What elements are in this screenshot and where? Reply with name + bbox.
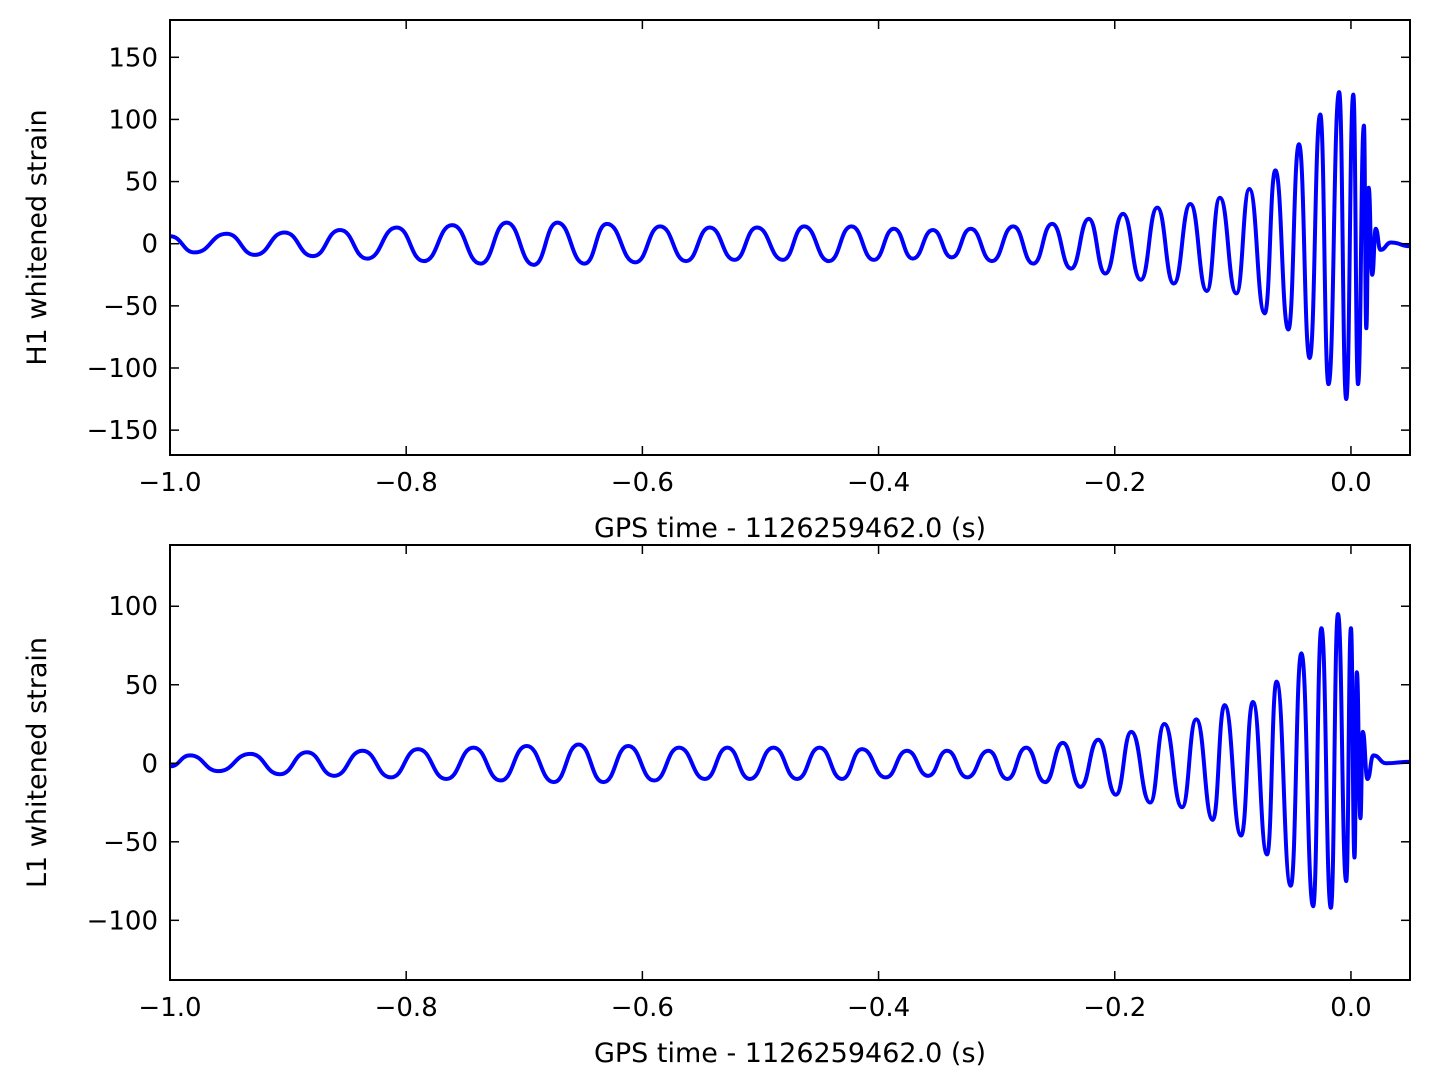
x-axis-label: GPS time - 1126259462.0 (s) [594, 1038, 986, 1069]
x-tick-label: −0.6 [611, 468, 674, 498]
data-line [170, 90, 1410, 402]
x-tick-label: −0.4 [847, 993, 910, 1023]
x-tick-label: 0.0 [1330, 468, 1371, 498]
x-tick-label: −0.4 [847, 468, 910, 498]
y-tick-label: −100 [87, 354, 158, 384]
y-tick-label: −100 [87, 906, 158, 936]
x-tick-label: −0.8 [375, 468, 438, 498]
x-tick-label: −0.2 [1083, 468, 1146, 498]
y-axis-label: L1 whitened strain [22, 637, 53, 888]
y-tick-label: 50 [125, 671, 158, 701]
y-tick-label: −150 [87, 416, 158, 446]
y-tick-label: 50 [125, 168, 158, 198]
y-tick-label: 100 [108, 105, 158, 135]
x-tick-label: 0.0 [1330, 993, 1371, 1023]
y-tick-label: 0 [141, 749, 158, 779]
x-tick-label: −0.6 [611, 993, 674, 1023]
x-tick-label: −1.0 [138, 468, 201, 498]
y-tick-label: −50 [103, 292, 158, 322]
x-tick-label: −1.0 [138, 993, 201, 1023]
data-line [170, 612, 1410, 910]
y-tick-label: 150 [108, 43, 158, 73]
axes-frame [169, 19, 1411, 456]
y-axis-label: H1 whitened strain [22, 109, 53, 365]
axes-frame [169, 544, 1411, 981]
x-tick-label: −0.2 [1083, 993, 1146, 1023]
y-tick-label: −50 [103, 828, 158, 858]
y-tick-label: 0 [141, 230, 158, 260]
x-tick-label: −0.8 [375, 993, 438, 1023]
x-axis-label: GPS time - 1126259462.0 (s) [594, 513, 986, 544]
y-tick-label: 100 [108, 592, 158, 622]
